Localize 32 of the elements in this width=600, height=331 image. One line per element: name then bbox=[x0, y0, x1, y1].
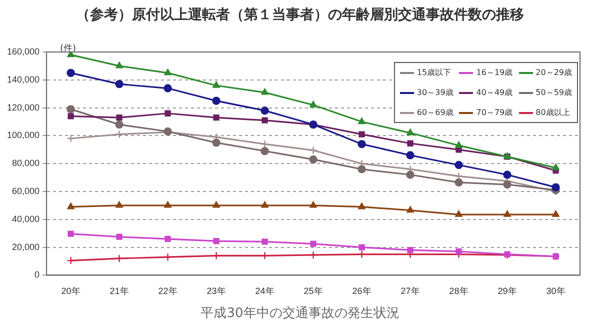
legend-label: 60～69歳 bbox=[416, 107, 454, 118]
y-tick-label: 40,000 bbox=[12, 214, 40, 224]
legend-label: 80歳以上 bbox=[536, 107, 570, 118]
y-tick-label: 0 bbox=[34, 270, 40, 280]
y-tick-label: 20,000 bbox=[12, 242, 40, 252]
x-tick-label: 20年 bbox=[61, 286, 80, 296]
y-tick-label: 80,000 bbox=[12, 158, 40, 168]
text: 平成30年中の交通事故の発生状況 bbox=[200, 305, 400, 322]
x-tick-label: 25年 bbox=[304, 286, 323, 296]
y-axis-title: (件) bbox=[60, 42, 76, 55]
y-tick-label: 60,000 bbox=[12, 186, 40, 196]
y-tick-label: 120,000 bbox=[6, 102, 40, 112]
x-tick-label: 22年 bbox=[158, 286, 178, 296]
y-tick-label: 100,000 bbox=[6, 130, 40, 140]
x-tick-label: 30年 bbox=[546, 286, 566, 296]
y-tick-label: 160,000 bbox=[6, 46, 40, 56]
x-tick-label: 28年 bbox=[449, 286, 468, 296]
legend-label: 50～59歳 bbox=[536, 87, 572, 98]
x-tick-label: 29年 bbox=[498, 286, 517, 296]
x-tick-label: 26年 bbox=[352, 286, 372, 296]
legend-label: 20～29歳 bbox=[536, 67, 572, 78]
legend-label: 16～19歳 bbox=[476, 67, 513, 78]
legend-label: 40～49歳 bbox=[476, 87, 513, 98]
chart-title: （参考）原付以上運転者（第１当事者）の年齢層別交通事故件数の推移 bbox=[75, 6, 525, 24]
y-tick-label: 140,000 bbox=[6, 74, 40, 84]
legend-label: 70～79歳 bbox=[476, 107, 513, 118]
legend-label: 15歳以下 bbox=[416, 67, 452, 78]
x-tick-label: 27年 bbox=[400, 286, 420, 296]
x-tick-label: 23年 bbox=[206, 286, 226, 296]
x-tick-label: 21年 bbox=[110, 286, 129, 296]
legend-label: 30～39歳 bbox=[416, 87, 454, 98]
x-tick-label: 24年 bbox=[255, 286, 274, 296]
